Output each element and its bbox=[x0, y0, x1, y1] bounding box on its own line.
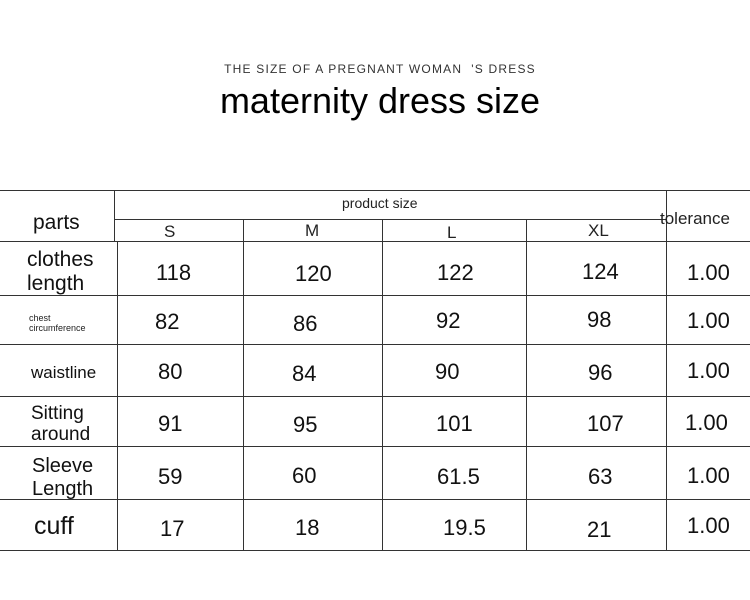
parts-header: parts bbox=[33, 211, 80, 234]
cell-value: 21 bbox=[587, 517, 612, 542]
product-size-header: product size bbox=[342, 195, 418, 211]
table-border-top bbox=[0, 190, 750, 191]
size-header-l: L bbox=[447, 223, 457, 242]
cell-value: 92 bbox=[436, 308, 461, 333]
row-label-waistline: waistline bbox=[31, 363, 97, 382]
cell-value: 84 bbox=[292, 361, 317, 386]
cell-value: 18 bbox=[295, 515, 320, 540]
cell-value: 17 bbox=[160, 516, 185, 541]
tolerance-header: tolerance bbox=[660, 209, 730, 228]
cell-value: 90 bbox=[435, 359, 460, 384]
cell-value: 120 bbox=[295, 261, 332, 286]
cell-value: 91 bbox=[158, 411, 183, 436]
table-line bbox=[117, 241, 118, 551]
cell-value: 61.5 bbox=[437, 464, 480, 489]
row-label-cuff: cuff bbox=[34, 512, 74, 540]
table-line bbox=[114, 190, 115, 241]
cell-value: 59 bbox=[158, 464, 183, 489]
table-line bbox=[666, 190, 667, 551]
row-label-sitting-around: Sitting around bbox=[31, 403, 91, 445]
size-header-xl: XL bbox=[588, 221, 609, 240]
row-label-sleeve-length: Sleeve Length bbox=[32, 455, 94, 500]
cell-value: 122 bbox=[437, 260, 474, 285]
cell-value: 63 bbox=[588, 464, 613, 489]
table-border-bottom bbox=[0, 550, 750, 551]
table-line bbox=[382, 219, 383, 551]
table-line bbox=[114, 219, 666, 220]
cell-value: 124 bbox=[582, 259, 619, 284]
tolerance-value: 1.00 bbox=[687, 463, 730, 488]
size-header-s: S bbox=[164, 222, 176, 241]
cell-value: 82 bbox=[155, 309, 180, 334]
table-line bbox=[0, 446, 750, 447]
table-line bbox=[0, 396, 750, 397]
table-line bbox=[0, 241, 750, 242]
row-label-clothes-length: clothes length bbox=[27, 248, 94, 295]
table-line bbox=[0, 344, 750, 345]
tolerance-value: 1.00 bbox=[685, 410, 728, 435]
cell-value: 98 bbox=[587, 307, 612, 332]
cell-value: 95 bbox=[293, 412, 318, 437]
tolerance-value: 1.00 bbox=[687, 513, 730, 538]
table-line bbox=[0, 499, 750, 500]
cell-value: 118 bbox=[156, 260, 192, 285]
tolerance-value: 1.00 bbox=[687, 358, 730, 383]
table-line bbox=[0, 295, 750, 296]
cell-value: 86 bbox=[293, 311, 318, 336]
table-line bbox=[243, 219, 244, 551]
table-line bbox=[526, 219, 527, 551]
page-title: maternity dress size bbox=[219, 80, 541, 121]
page-subtitle: THE SIZE OF A PREGNANT WOMAN 'S DRESS bbox=[224, 62, 536, 76]
tolerance-value: 1.00 bbox=[687, 308, 730, 333]
row-label-chest-circumference: chest circumference bbox=[29, 313, 86, 334]
cell-value: 107 bbox=[587, 411, 624, 436]
size-header-m: M bbox=[305, 221, 320, 240]
tolerance-value: 1.00 bbox=[687, 260, 730, 285]
cell-value: 19.5 bbox=[443, 515, 486, 540]
cell-value: 60 bbox=[292, 463, 317, 488]
cell-value: 96 bbox=[588, 360, 613, 385]
cell-value: 80 bbox=[158, 359, 183, 384]
cell-value: 101 bbox=[436, 411, 473, 436]
